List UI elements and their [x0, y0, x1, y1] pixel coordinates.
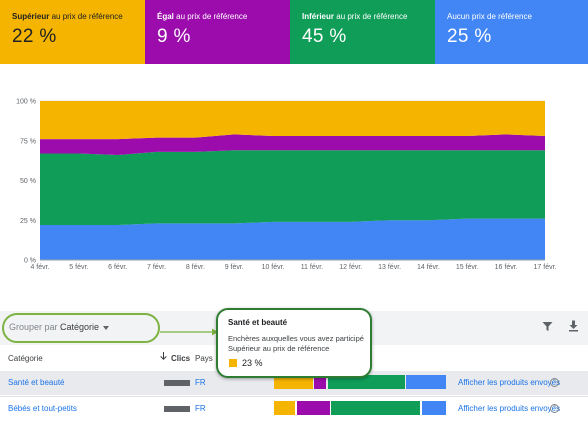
x-tick-label: 15 févr. [456, 264, 479, 271]
area-series-3[interactable] [40, 101, 545, 140]
share-segment[interactable] [274, 401, 296, 415]
row-tooltip: Santé et beauté Enchères auxquelles vous… [216, 308, 372, 378]
x-tick-label: 12 févr. [339, 264, 362, 271]
share-segment[interactable] [406, 375, 447, 389]
kpi-label: Supérieur au prix de référence [12, 12, 123, 21]
table-row: Santé et beauté FR Afficher les produits… [0, 371, 588, 395]
tooltip-color-swatch [229, 359, 237, 367]
country-cell: FR [195, 378, 206, 387]
x-tick-label: 16 févr. [495, 264, 518, 271]
sort-down-icon[interactable] [160, 352, 167, 361]
category-link[interactable]: Santé et beauté [8, 378, 65, 387]
column-header-country[interactable]: Pays [195, 354, 213, 363]
x-tick-label: 14 févr. [417, 264, 440, 271]
kpi-label: Aucun prix de référence [447, 12, 532, 21]
x-tick-label: 11 févr. [301, 264, 323, 271]
x-tick-label: 4 févr. [30, 264, 49, 271]
tooltip-line-1: Enchères auxquelles vous avez participé [228, 334, 364, 343]
filter-icon[interactable] [542, 321, 553, 332]
chevron-down-icon[interactable] [103, 326, 109, 330]
column-header-category[interactable]: Catégorie [8, 354, 43, 363]
tooltip-value: 23 % [242, 358, 263, 368]
y-tick-label: 75 % [20, 138, 36, 145]
y-tick-label: 25 % [20, 218, 36, 225]
kpi-value: 9 % [157, 26, 191, 47]
group-by-label: Grouper par : [9, 322, 63, 332]
x-tick-label: 9 févr. [225, 264, 244, 271]
help-icon[interactable]: ? [550, 404, 559, 413]
kpi-card-equal-reference[interactable]: Égal au prix de référence 9 % [145, 0, 290, 64]
kpi-card-no-reference[interactable]: Aucun prix de référence 25 % [435, 0, 588, 64]
x-tick-label: 6 févr. [108, 264, 127, 271]
share-segment[interactable] [331, 401, 421, 415]
country-cell: FR [195, 404, 206, 413]
kpi-value: 45 % [302, 26, 347, 47]
show-products-link[interactable]: Afficher les produits envoyés [458, 404, 561, 413]
kpi-card-above-reference[interactable]: Supérieur au prix de référence 22 % [0, 0, 145, 64]
share-segment[interactable] [314, 375, 327, 389]
share-segment[interactable] [421, 401, 447, 415]
category-link[interactable]: Bébés et tout-petits [8, 404, 77, 413]
clicks-bar [164, 406, 190, 412]
y-tick-label: 100 % [16, 99, 36, 106]
table-row: Bébés et tout-petits FR Afficher les pro… [0, 396, 588, 421]
kpi-label: Inférieur au prix de référence [302, 12, 408, 21]
x-tick-label: 17 févr. [534, 264, 557, 271]
x-tick-label: 7 févr. [147, 264, 166, 271]
callout-connector [160, 328, 218, 336]
help-icon[interactable]: ? [550, 378, 559, 387]
share-segment[interactable] [296, 401, 330, 415]
y-tick-label: 50 % [20, 178, 36, 185]
area-series-2[interactable] [40, 134, 545, 156]
area-series-1[interactable] [40, 150, 545, 226]
column-header-clicks[interactable]: Clics [171, 354, 191, 363]
group-by-select[interactable]: Catégorie [60, 322, 100, 332]
kpi-label: Égal au prix de référence [157, 12, 248, 21]
x-tick-label: 13 févr. [378, 264, 401, 271]
download-icon[interactable] [568, 320, 579, 332]
tooltip-title: Santé et beauté [228, 318, 288, 327]
stacked-area-chart: 0 % 25 % 50 % 75 % 100 % 4 févr. 5 févr. 6 févr… [16, 99, 557, 272]
tooltip-line-2: Supérieur au prix de référence [228, 344, 330, 353]
show-products-link[interactable]: Afficher les produits envoyés [458, 378, 561, 387]
kpi-card-below-reference[interactable]: Inférieur au prix de référence 45 % [290, 0, 435, 64]
x-tick-label: 8 févr. [186, 264, 205, 271]
kpi-value: 25 % [447, 26, 492, 47]
clicks-bar [164, 380, 190, 386]
x-tick-label: 5 févr. [69, 264, 88, 271]
x-tick-label: 10 févr. [262, 264, 285, 271]
area-series-0[interactable] [40, 218, 545, 260]
y-tick-label: 0 % [24, 258, 36, 265]
share-segment[interactable] [327, 375, 405, 389]
group-by-highlight [2, 313, 160, 343]
share-segment[interactable] [274, 375, 313, 389]
kpi-value: 22 % [12, 26, 57, 47]
